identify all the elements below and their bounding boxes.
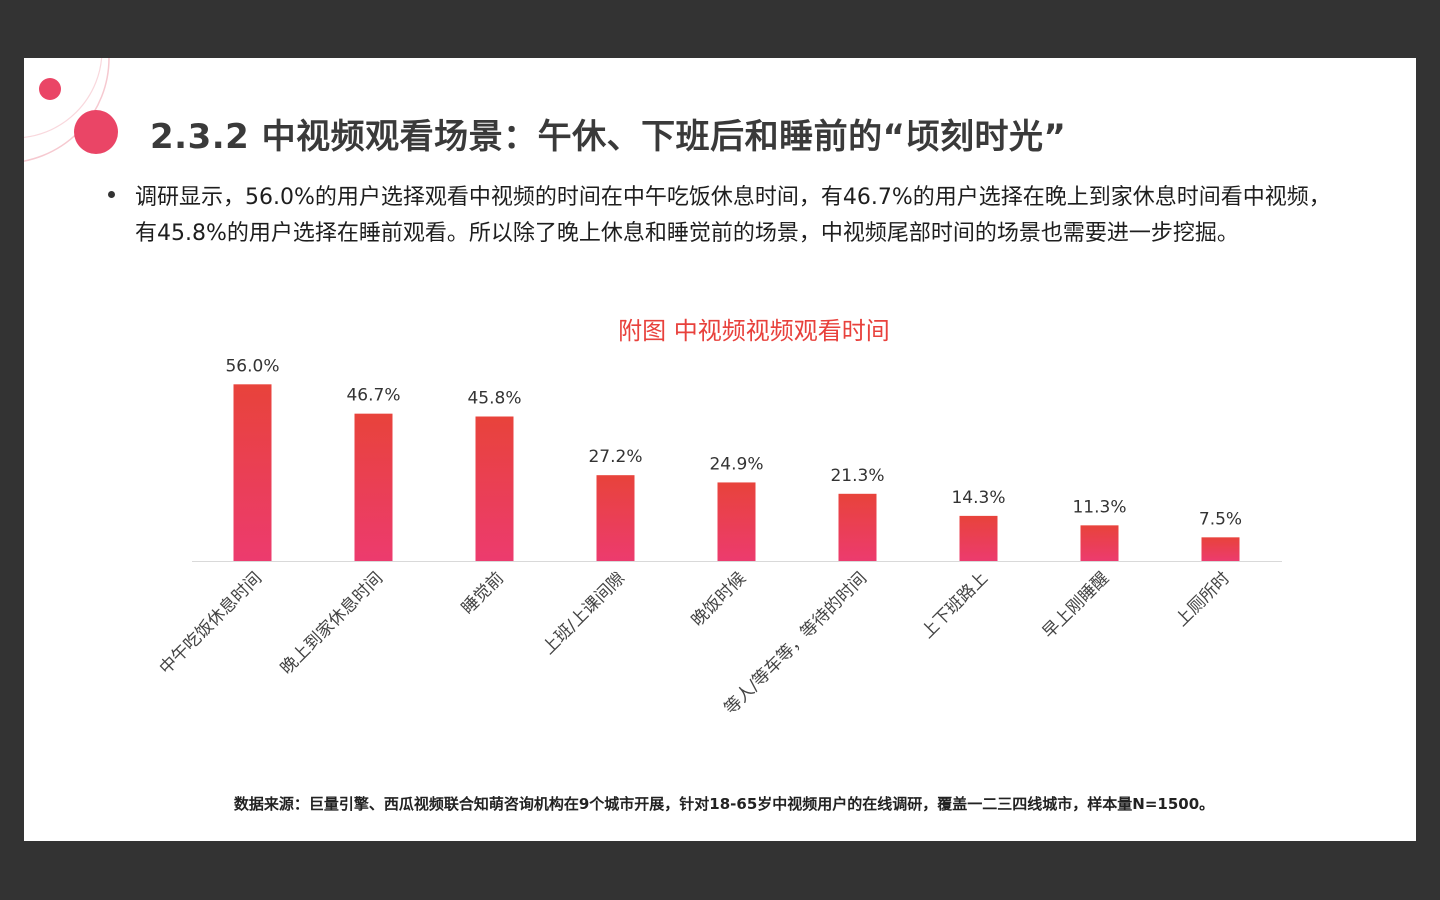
category-label: 早上刚睡醒 xyxy=(1039,568,1113,642)
bar-value-label: 45.8% xyxy=(467,389,521,409)
bar-value-label: 24.9% xyxy=(709,454,763,474)
summary-paragraph: 调研显示，56.0%的用户选择观看中视频的时间在中午吃饭休息时间，有46.7%的… xyxy=(135,185,1331,246)
bar-value-label: 11.3% xyxy=(1072,497,1126,517)
bar xyxy=(1080,525,1119,561)
bar-chart: 56.0% 中午吃饭休息时间 46.7% 晚上到家休息时间 45.8% 睡觉前 27.2% 上… xyxy=(156,356,1282,719)
category-label: 晚饭时候 xyxy=(688,568,750,630)
bar-value-label: 14.3% xyxy=(951,488,1005,508)
category-label: 晚上到家休息时间 xyxy=(277,568,387,678)
bar xyxy=(717,482,756,561)
bar xyxy=(1201,537,1240,561)
data-source-note: 数据来源：巨量引擎、西瓜视频联合知萌咨询机构在9个城市开展，针对18-65岁中视… xyxy=(233,795,1215,813)
bar xyxy=(475,416,514,561)
bar-value-label: 21.3% xyxy=(830,466,884,486)
bullet-dot xyxy=(108,191,115,198)
bar-value-label: 27.2% xyxy=(588,447,642,467)
bar xyxy=(959,515,998,561)
slide: 2.3.2 中视频观看场景：午休、下班后和睡前的“顷刻时光” 调研显示，56.0… xyxy=(24,58,1416,841)
deco-dot-small xyxy=(39,78,61,100)
bar-value-label: 7.5% xyxy=(1199,509,1242,529)
category-label: 睡觉前 xyxy=(458,568,508,618)
category-label: 上班/上课间隙 xyxy=(539,568,629,658)
page-title: 2.3.2 中视频观看场景：午休、下班后和睡前的“顷刻时光” xyxy=(150,117,1067,157)
bar xyxy=(596,475,635,561)
chart-title: 附图 中视频视频观看时间 xyxy=(618,317,890,345)
bar xyxy=(354,413,393,561)
category-label: 中午吃饭休息时间 xyxy=(156,568,266,678)
decorative-circles xyxy=(24,58,118,162)
deco-dot-large xyxy=(74,110,118,154)
bar xyxy=(233,384,272,561)
category-label: 上下班路上 xyxy=(918,568,992,642)
bar-value-label: 56.0% xyxy=(225,356,279,376)
category-label: 等人/等车等，等待的时间 xyxy=(721,568,871,718)
bar xyxy=(838,493,877,561)
bar-value-label: 46.7% xyxy=(346,386,400,406)
category-label: 上厕所时 xyxy=(1172,568,1234,630)
